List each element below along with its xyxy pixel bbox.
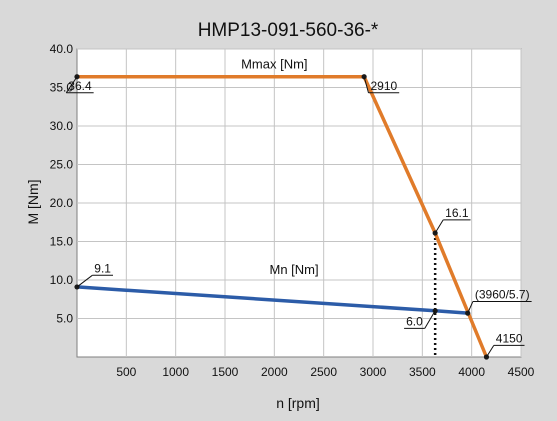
x-tick-label: 3500 <box>409 365 436 379</box>
annotation-label: 4150 <box>496 331 523 345</box>
annotation-leader <box>363 76 369 93</box>
x-tick-label: 1000 <box>162 365 189 379</box>
x-tick-label: 4500 <box>508 365 535 379</box>
x-tick-label: 4000 <box>458 365 485 379</box>
y-tick-labels: 5.010.015.020.025.030.035.040.0 <box>50 42 74 326</box>
annotation-label: 6.0 <box>406 314 423 328</box>
annotation-label: 36.4 <box>68 79 92 93</box>
x-tick-label: 3000 <box>360 365 387 379</box>
annotation-label: 16.1 <box>445 206 469 220</box>
y-tick-label: 20.0 <box>50 196 74 210</box>
x-tick-labels: 500 1000 1500 2000 2500 3000 3500 4000 4500 <box>116 365 534 379</box>
annotation-group: 36.4 2910 16.1 9.1 6.0 (3960/5.7) 4150 <box>65 76 532 358</box>
y-tick-label: 25.0 <box>50 158 74 172</box>
series-name-label: Mn [Nm] <box>270 262 319 277</box>
chart-title: HMP13-091-560-36-* <box>198 20 379 41</box>
series-line-1 <box>75 74 489 359</box>
x-tick-label: 1500 <box>212 365 239 379</box>
annotation-leader <box>76 274 93 288</box>
y-tick-label: 5.0 <box>56 312 73 326</box>
annotation-leader <box>65 76 78 94</box>
series-name-label: Mmax [Nm] <box>241 57 307 72</box>
annotation-leader <box>467 301 474 314</box>
annotation-label: 2910 <box>371 79 398 93</box>
x-axis-label: n [rpm] <box>276 395 320 411</box>
annotation-leader <box>424 310 436 329</box>
x-tick-label: 500 <box>116 365 136 379</box>
y-tick-label: 40.0 <box>50 42 74 56</box>
annotation-leader <box>486 345 495 358</box>
y-tick-label: 10.0 <box>50 273 74 287</box>
y-tick-label: 15.0 <box>50 235 74 249</box>
annotation-label: 9.1 <box>94 261 111 275</box>
y-tick-label: 30.0 <box>50 119 74 133</box>
annotation-leader <box>434 219 444 234</box>
annotation-label: (3960/5.7) <box>475 287 530 301</box>
y-axis-label: M [Nm] <box>25 179 41 224</box>
x-tick-label: 2500 <box>310 365 337 379</box>
x-tick-label: 2000 <box>261 365 288 379</box>
